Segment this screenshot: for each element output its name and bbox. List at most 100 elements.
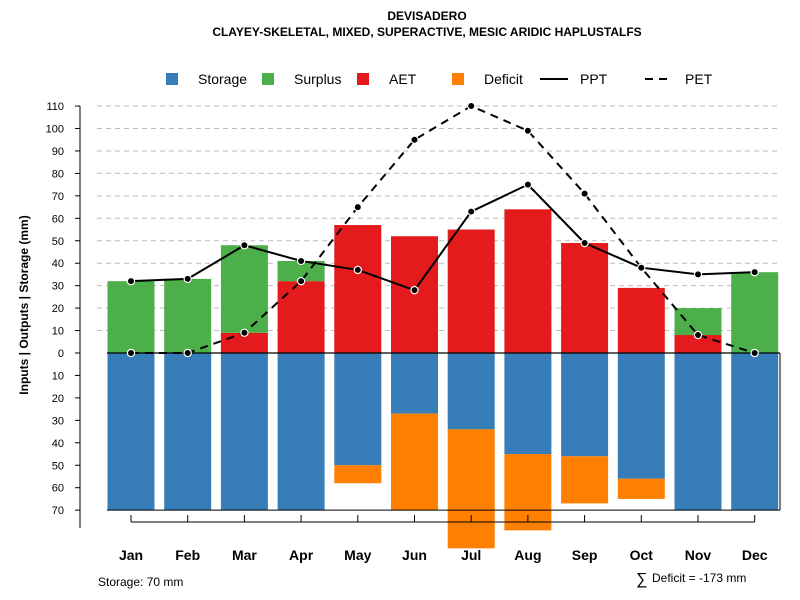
storage-bar xyxy=(107,353,155,511)
pet-point xyxy=(183,348,192,358)
ppt-point xyxy=(467,207,476,216)
deficit-bar xyxy=(334,465,382,484)
pet-point xyxy=(580,189,589,198)
y-tick-label: 40 xyxy=(52,258,64,270)
legend-swatch xyxy=(262,73,274,85)
sum-symbol: ∑ xyxy=(636,571,647,588)
y-tick-label: 110 xyxy=(46,101,64,113)
y-tick-label: 20 xyxy=(52,393,64,405)
x-tick-label: Aug xyxy=(514,547,541,563)
chart-subtitle: CLAYEY-SKELETAL, MIXED, SUPERACTIVE, MES… xyxy=(212,25,641,39)
x-tick-label: Jun xyxy=(402,547,427,563)
legend-label: AET xyxy=(389,71,417,87)
legend-swatch xyxy=(452,73,464,85)
ppt-point xyxy=(523,180,533,189)
y-tick-label: 70 xyxy=(52,505,64,517)
aet-bar xyxy=(334,225,382,353)
chart-title: DEVISADERO xyxy=(387,9,466,23)
x-tick-label: Dec xyxy=(742,547,768,563)
deficit-bar xyxy=(617,478,665,499)
pet-point xyxy=(693,330,703,340)
storage-bar xyxy=(334,353,382,466)
bars xyxy=(107,209,779,549)
storage-bar xyxy=(731,353,779,511)
pet-point xyxy=(750,348,759,358)
pet-point xyxy=(523,126,533,135)
aet-bar xyxy=(391,236,438,353)
gridlines xyxy=(97,105,780,332)
x-tick-label: Apr xyxy=(289,547,314,563)
pet-line xyxy=(131,104,756,354)
ppt-line xyxy=(130,183,755,292)
legend-label: Storage xyxy=(198,71,247,87)
aet-bar xyxy=(447,229,495,353)
y-tick-label: 50 xyxy=(52,236,64,248)
surplus-bar xyxy=(164,278,212,353)
x-tick-label: Feb xyxy=(175,547,200,563)
surplus-bar xyxy=(220,245,268,333)
y-tick-label: 90 xyxy=(52,146,64,158)
storage-bar xyxy=(617,353,665,479)
y-axis-label: Inputs | Outputs | Storage (mm) xyxy=(17,215,31,394)
aet-bar xyxy=(561,242,609,353)
y-tick-label: 70 xyxy=(52,191,64,203)
y-tick-label: 40 xyxy=(52,438,64,450)
legend-label: PPT xyxy=(580,71,608,87)
x-tick-label: Jan xyxy=(119,547,143,563)
legend: Storage Surplus AET Deficit PPT PET xyxy=(166,71,713,87)
y-tick-label: 50 xyxy=(52,460,64,472)
surplus-bar xyxy=(674,308,722,336)
legend-label: Surplus xyxy=(294,71,341,87)
storage-bar xyxy=(277,353,325,511)
deficit-bar xyxy=(447,429,495,549)
ppt-point xyxy=(637,263,646,272)
x-tick-label: Nov xyxy=(685,547,712,563)
storage-bar xyxy=(561,353,609,457)
aet-bar xyxy=(277,281,325,353)
storage-bar xyxy=(391,353,438,414)
y-tick-label: 10 xyxy=(52,326,64,338)
y-tick-label: 100 xyxy=(46,124,64,136)
x-tick-label: Jul xyxy=(461,547,481,563)
surplus-bar xyxy=(107,281,155,353)
ppt-point xyxy=(750,267,759,277)
x-tick-label: Mar xyxy=(232,547,257,563)
storage-bar xyxy=(164,353,212,511)
ppt-point xyxy=(693,270,703,279)
storage-bar xyxy=(504,353,552,455)
ppt-point xyxy=(580,238,589,248)
y-tick-label: 20 xyxy=(52,303,64,315)
surplus-bar xyxy=(731,272,779,353)
legend-label: PET xyxy=(685,71,713,87)
pet-point xyxy=(353,202,362,212)
legend-label: Deficit xyxy=(484,71,523,87)
pet-point xyxy=(240,328,249,337)
y-tick-label: 30 xyxy=(52,415,64,427)
deficit-bar xyxy=(561,456,609,504)
storage-bar xyxy=(220,353,268,511)
series-lines xyxy=(126,101,759,358)
y-tick-label: 80 xyxy=(52,168,64,180)
y-tick-label: 30 xyxy=(52,281,64,293)
aet-bar xyxy=(504,209,552,353)
x-tick-label: May xyxy=(344,547,371,563)
pet-point xyxy=(410,135,419,144)
y-tick-label: 60 xyxy=(52,483,64,495)
y-tick-label: 10 xyxy=(52,370,64,382)
x-tick-label: Sep xyxy=(572,547,598,563)
ppt-point xyxy=(126,276,136,286)
pet-point xyxy=(296,276,306,286)
ppt-point xyxy=(410,285,419,295)
storage-note: Storage: 70 mm xyxy=(98,575,183,589)
pet-point xyxy=(467,101,476,111)
axes: 110100908070605040302010010203040506070J… xyxy=(46,101,781,563)
pet-point xyxy=(126,348,136,358)
legend-swatch xyxy=(357,73,369,85)
storage-bar xyxy=(447,353,495,430)
deficit-note: Deficit = -173 mm xyxy=(652,571,746,585)
y-tick-label: 60 xyxy=(52,213,64,225)
deficit-bar xyxy=(391,413,438,511)
legend-swatch xyxy=(166,73,178,85)
ppt-point xyxy=(183,274,192,284)
ppt-point xyxy=(240,241,249,250)
